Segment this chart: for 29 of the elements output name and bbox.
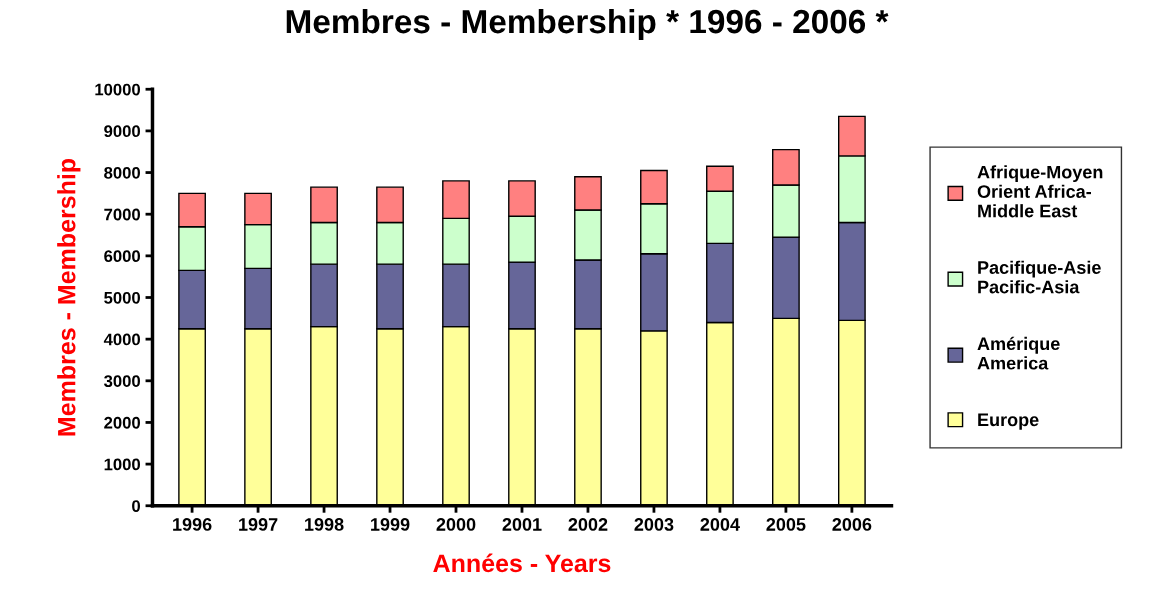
x-tick-label: 2001 xyxy=(502,518,542,531)
y-tick-label: 0 xyxy=(132,500,140,512)
legend-label: Afrique-Moyen Orient Africa- Middle East xyxy=(977,165,1103,218)
x-axis-title: Années - Years xyxy=(433,553,611,573)
y-tick-label: 3000 xyxy=(103,375,141,388)
chart-title: Membres - Membership * 1996 - 2006 * xyxy=(286,8,889,40)
legend-label: Amérique America xyxy=(977,336,1060,370)
legend-label: Europe xyxy=(978,413,1039,430)
y-tick-label: 9000 xyxy=(104,125,141,138)
y-tick-label: 10000 xyxy=(95,83,141,96)
y-tick-label: 8000 xyxy=(104,166,141,179)
y-tick-label: 1000 xyxy=(104,458,141,471)
x-tick-label: 1997 xyxy=(239,518,278,531)
x-tick-label: 2005 xyxy=(766,518,806,531)
y-tick-label: 7000 xyxy=(104,208,141,221)
y-tick-label: 4000 xyxy=(103,333,141,346)
x-tick-label: 2004 xyxy=(700,518,740,531)
y-tick-label: 2000 xyxy=(104,416,141,429)
x-tick-label: 2000 xyxy=(436,518,476,531)
y-tick-label: 6000 xyxy=(104,250,141,263)
y-tick-label: 5000 xyxy=(104,291,141,304)
legend-label: Pacifique-Asie Pacific-Asia xyxy=(978,260,1101,294)
x-tick-label: 1999 xyxy=(371,518,410,531)
x-tick-label: 2003 xyxy=(634,518,674,531)
y-axis-title: Membres - Membership xyxy=(57,158,81,436)
x-tick-label: 1996 xyxy=(173,518,212,531)
x-tick-label: 1998 xyxy=(305,518,344,531)
x-tick-label: 2006 xyxy=(832,518,872,531)
x-tick-label: 2002 xyxy=(568,518,608,531)
